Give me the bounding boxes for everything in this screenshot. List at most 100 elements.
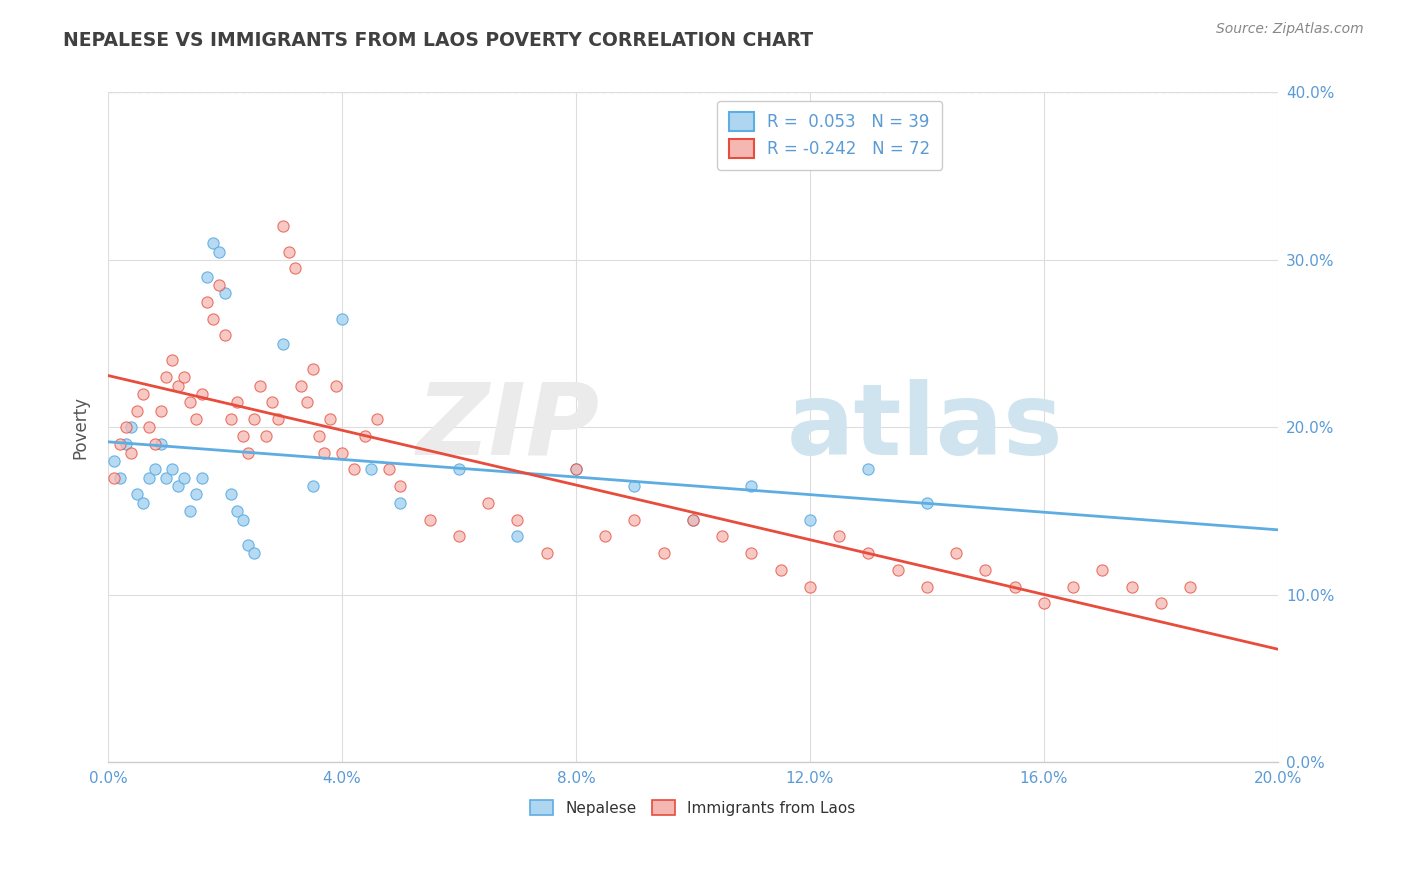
- Point: [915, 580, 938, 594]
- Point: [184, 412, 207, 426]
- Point: [682, 512, 704, 526]
- Point: [1004, 580, 1026, 594]
- Point: [319, 412, 342, 426]
- Point: [419, 512, 441, 526]
- Point: [127, 487, 149, 501]
- Point: [623, 479, 645, 493]
- Point: [447, 462, 470, 476]
- Point: [197, 294, 219, 309]
- Point: [214, 286, 236, 301]
- Point: [308, 429, 330, 443]
- Point: [190, 470, 212, 484]
- Point: [740, 546, 762, 560]
- Point: [799, 512, 821, 526]
- Point: [202, 311, 225, 326]
- Point: [120, 420, 142, 434]
- Point: [1091, 563, 1114, 577]
- Point: [162, 462, 184, 476]
- Point: [219, 487, 242, 501]
- Point: [249, 378, 271, 392]
- Point: [284, 261, 307, 276]
- Point: [593, 529, 616, 543]
- Point: [1180, 580, 1202, 594]
- Point: [740, 479, 762, 493]
- Point: [114, 420, 136, 434]
- Point: [108, 470, 131, 484]
- Point: [301, 361, 323, 376]
- Point: [138, 420, 160, 434]
- Point: [1150, 596, 1173, 610]
- Point: [360, 462, 382, 476]
- Point: [325, 378, 347, 392]
- Point: [243, 546, 266, 560]
- Point: [132, 387, 155, 401]
- Point: [179, 504, 201, 518]
- Point: [179, 395, 201, 409]
- Point: [167, 378, 190, 392]
- Point: [208, 278, 231, 293]
- Point: [378, 462, 401, 476]
- Text: atlas: atlas: [786, 379, 1063, 476]
- Point: [214, 328, 236, 343]
- Point: [974, 563, 997, 577]
- Text: NEPALESE VS IMMIGRANTS FROM LAOS POVERTY CORRELATION CHART: NEPALESE VS IMMIGRANTS FROM LAOS POVERTY…: [63, 31, 814, 50]
- Point: [155, 470, 177, 484]
- Point: [238, 445, 260, 459]
- Point: [231, 429, 253, 443]
- Y-axis label: Poverty: Poverty: [72, 396, 89, 458]
- Point: [273, 219, 295, 234]
- Point: [132, 496, 155, 510]
- Point: [138, 470, 160, 484]
- Legend: Nepalese, Immigrants from Laos: Nepalese, Immigrants from Laos: [524, 794, 862, 822]
- Point: [225, 504, 247, 518]
- Point: [120, 445, 142, 459]
- Point: [155, 370, 177, 384]
- Point: [114, 437, 136, 451]
- Point: [103, 454, 125, 468]
- Point: [769, 563, 792, 577]
- Point: [167, 479, 190, 493]
- Point: [389, 479, 412, 493]
- Point: [173, 470, 195, 484]
- Point: [330, 311, 353, 326]
- Point: [143, 462, 166, 476]
- Point: [290, 378, 312, 392]
- Point: [127, 403, 149, 417]
- Point: [565, 462, 588, 476]
- Point: [149, 403, 172, 417]
- Point: [219, 412, 242, 426]
- Point: [243, 412, 266, 426]
- Point: [295, 395, 318, 409]
- Point: [506, 529, 529, 543]
- Point: [143, 437, 166, 451]
- Point: [652, 546, 675, 560]
- Point: [477, 496, 499, 510]
- Point: [314, 445, 336, 459]
- Point: [273, 336, 295, 351]
- Point: [103, 470, 125, 484]
- Point: [108, 437, 131, 451]
- Point: [565, 462, 588, 476]
- Point: [915, 496, 938, 510]
- Point: [330, 445, 353, 459]
- Point: [623, 512, 645, 526]
- Point: [711, 529, 734, 543]
- Point: [886, 563, 908, 577]
- Point: [506, 512, 529, 526]
- Point: [202, 236, 225, 251]
- Point: [266, 412, 288, 426]
- Point: [858, 462, 880, 476]
- Text: ZIP: ZIP: [416, 379, 599, 476]
- Point: [366, 412, 388, 426]
- Point: [682, 512, 704, 526]
- Point: [173, 370, 195, 384]
- Point: [260, 395, 283, 409]
- Point: [1121, 580, 1143, 594]
- Point: [1062, 580, 1084, 594]
- Point: [231, 512, 253, 526]
- Point: [354, 429, 377, 443]
- Point: [945, 546, 967, 560]
- Point: [197, 269, 219, 284]
- Point: [184, 487, 207, 501]
- Point: [828, 529, 851, 543]
